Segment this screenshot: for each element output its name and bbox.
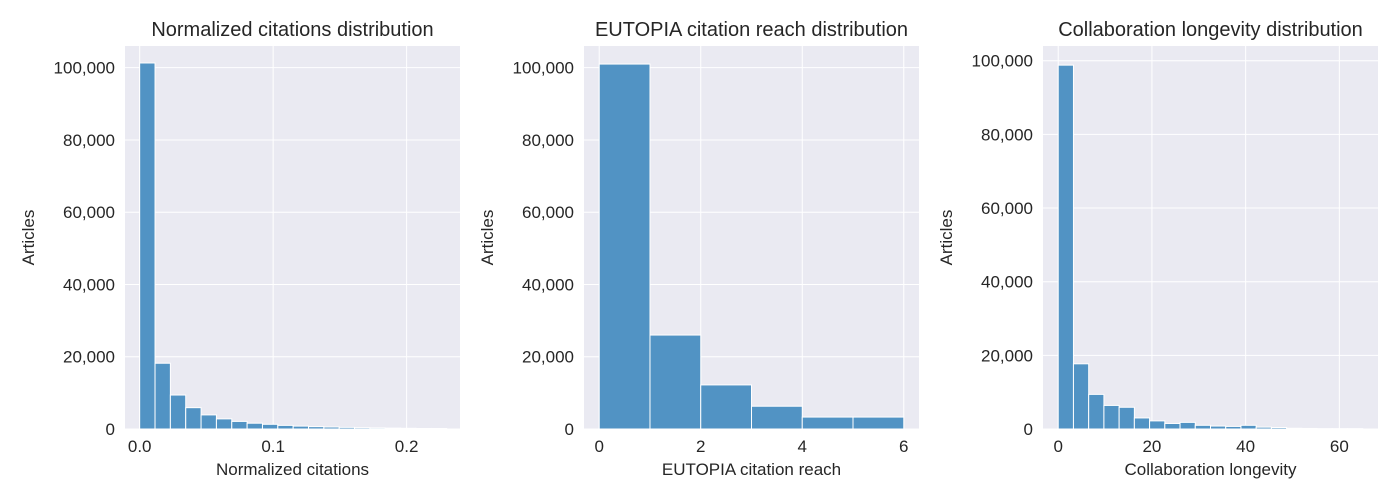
y-tick-label: 60,000	[522, 203, 574, 222]
histogram-bar	[369, 427, 386, 430]
tick-labels: 0 20,000 40,000 60,000 80,000 100,000 0.0 0.1 0.…	[54, 59, 419, 456]
histogram-bar	[1255, 426, 1272, 430]
histogram-bar	[1225, 425, 1242, 430]
histogram-bar	[215, 418, 233, 430]
histogram-bar	[1164, 422, 1181, 430]
histogram-bars	[139, 62, 448, 430]
histogram-bar	[1270, 427, 1288, 430]
tick-labels: 0 20,000 40,000 60,000 80,000 100,000 0 2 4 6	[513, 59, 909, 456]
y-tick-label: 60,000	[63, 203, 115, 222]
histogram-bar	[1149, 420, 1166, 430]
gridlines	[1043, 46, 1378, 430]
histogram-bar	[1210, 425, 1227, 430]
histogram-bar	[200, 414, 217, 430]
histogram-bar	[292, 425, 310, 430]
histogram-bar	[1301, 427, 1318, 430]
y-tick-label: 40,000	[981, 273, 1033, 292]
histogram-bar	[649, 334, 702, 430]
histogram-bar	[1057, 64, 1074, 430]
histogram-bar	[1286, 427, 1303, 430]
histogram-bar	[1194, 424, 1211, 430]
y-tick-label: 0	[106, 420, 115, 439]
x-tick-label: 4	[798, 437, 807, 456]
x-tick-label: 6	[899, 437, 908, 456]
y-tick-label: 20,000	[63, 348, 115, 367]
y-tick-label: 80,000	[63, 131, 115, 150]
histogram-bar	[1072, 363, 1090, 430]
y-axis-label: Articles	[478, 210, 497, 266]
histogram-bar	[1133, 417, 1151, 430]
plot-background	[1043, 46, 1378, 429]
histogram-bar	[246, 422, 263, 430]
chart-title: EUTOPIA citation reach distribution	[595, 19, 908, 41]
histogram-bar	[1103, 404, 1120, 430]
histogram-bar	[308, 426, 325, 430]
y-tick-label: 20,000	[522, 348, 574, 367]
x-tick-label: 0	[1053, 437, 1062, 456]
x-axis-label: Normalized citations	[216, 460, 369, 479]
eutopia-citation-reach-panel: 0 20,000 40,000 60,000 80,000 100,000 0 2 4 6 EUT…	[478, 19, 919, 479]
y-tick-label: 20,000	[981, 346, 1033, 365]
histogram-bar	[400, 427, 417, 430]
y-axis-label: Articles	[937, 210, 956, 266]
y-tick-label: 100,000	[54, 59, 115, 78]
y-tick-label: 100,000	[513, 59, 574, 78]
y-tick-label: 40,000	[63, 275, 115, 294]
y-tick-label: 0	[1024, 420, 1033, 439]
x-tick-label: 2	[696, 437, 705, 456]
x-tick-label: 60	[1330, 437, 1349, 456]
histogram-bar	[1179, 421, 1196, 430]
histogram-bar	[169, 394, 187, 430]
chart-title: Collaboration longevity distribution	[1058, 19, 1363, 41]
histogram-bars	[1057, 64, 1364, 430]
histogram-bar	[415, 427, 432, 430]
y-tick-label: 60,000	[981, 199, 1033, 218]
normalized-citations-panel: 0 20,000 40,000 60,000 80,000 100,000 0.0 0.1 0.…	[19, 19, 460, 479]
histogram-bar	[277, 424, 294, 430]
x-axis-label: Collaboration longevity	[1125, 460, 1297, 479]
y-axis-label: Articles	[19, 210, 38, 266]
histogram-bar	[700, 384, 753, 430]
y-tick-label: 0	[565, 420, 574, 439]
histogram-bars	[598, 63, 905, 430]
histogram-bar	[354, 427, 371, 430]
histogram-bar	[1118, 406, 1135, 430]
histogram-bar	[338, 426, 356, 430]
y-tick-label: 100,000	[972, 52, 1033, 71]
histogram-bar	[231, 420, 248, 430]
histogram-bar	[1240, 424, 1257, 430]
histogram-bar	[139, 62, 156, 430]
x-tick-label: 0.1	[261, 437, 285, 456]
x-axis-label: EUTOPIA citation reach	[662, 460, 841, 479]
histogram-bar	[598, 63, 651, 430]
x-tick-label: 0.2	[395, 437, 419, 456]
histogram-bar	[751, 405, 803, 430]
x-tick-label: 0	[594, 437, 603, 456]
histogram-bar	[323, 426, 340, 430]
y-tick-label: 80,000	[981, 125, 1033, 144]
histogram-bar	[261, 423, 279, 430]
histogram-bar	[185, 407, 202, 430]
x-tick-label: 20	[1142, 437, 1161, 456]
plot-background	[125, 46, 460, 429]
y-tick-label: 40,000	[522, 275, 574, 294]
chart-title: Normalized citations distribution	[151, 19, 433, 41]
tick-labels: 0 20,000 40,000 60,000 80,000 100,000 0 20 40 60	[972, 52, 1349, 456]
histogram-bar	[384, 427, 402, 430]
histogram-bar	[852, 416, 905, 430]
histogram-bar	[801, 416, 854, 430]
x-tick-label: 0.0	[128, 437, 152, 456]
histogram-bar	[430, 427, 448, 430]
x-tick-label: 40	[1236, 437, 1255, 456]
histogram-bar	[1088, 393, 1105, 430]
y-tick-label: 80,000	[522, 131, 574, 150]
histogram-bar	[154, 362, 171, 430]
